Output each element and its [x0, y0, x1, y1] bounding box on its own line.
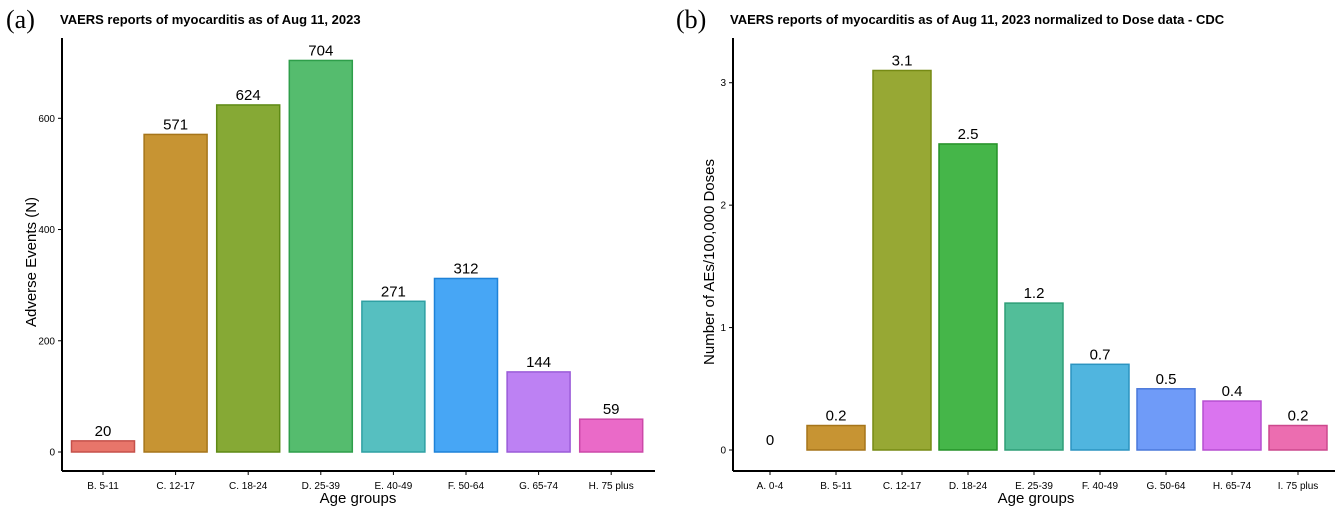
y-tick-label: 2 [720, 201, 726, 212]
chart-title-b: VAERS reports of myocarditis as of Aug 1… [730, 12, 1225, 27]
y-tick-label: 0 [49, 448, 55, 459]
y-axis-label-a: Adverse Events (N) [23, 197, 40, 327]
data-label: 624 [236, 87, 261, 104]
bar [215, 104, 281, 453]
x-axis-label-a: Age groups [320, 490, 397, 507]
bar-chart-b: (b) VAERS reports of myocarditis as of A… [676, 5, 1335, 507]
plot-area-a: 0 200 400 600 20 B. 5-11 571 C. 12-17 624 C. 18-2… [38, 42, 644, 492]
category-label: E. 25-39 [1015, 481, 1053, 492]
category-label: G. 65-74 [519, 481, 558, 492]
data-label: 704 [308, 42, 333, 59]
x-axis-label-b: Age groups [998, 490, 1075, 507]
y-tick-label: 1 [720, 323, 726, 334]
bar [1004, 302, 1064, 451]
category-label: H. 65-74 [1213, 481, 1252, 492]
category-label: C. 12-17 [883, 481, 922, 492]
data-label: 3.1 [892, 52, 913, 69]
panel-label-a: (a) [6, 5, 35, 34]
bar [578, 418, 644, 453]
chart-panel-a: (a) VAERS reports of myocarditis as of A… [0, 0, 668, 507]
category-label: A. 0-4 [757, 481, 784, 492]
category-label: F. 40-49 [1082, 481, 1119, 492]
data-label: 312 [453, 260, 478, 277]
category-label: C. 18-24 [229, 481, 268, 492]
data-label: 1.2 [1024, 285, 1045, 302]
bar [288, 59, 354, 453]
category-label: C. 12-17 [156, 481, 195, 492]
y-axis-label-b: Number of AEs/100,000 Doses [701, 159, 718, 365]
bar [1136, 388, 1196, 451]
bar [143, 133, 208, 453]
category-label: B. 5-11 [820, 481, 852, 492]
data-label: 0.2 [1288, 408, 1309, 425]
data-label: 2.5 [958, 126, 979, 143]
category-label: H. 75 plus [589, 481, 634, 492]
bar [361, 300, 426, 453]
bar [1268, 424, 1328, 451]
bar [1202, 400, 1262, 451]
bar [872, 69, 932, 451]
data-label: 271 [381, 283, 406, 300]
bar [506, 371, 571, 453]
y-tick-label: 600 [38, 114, 55, 125]
bar [1070, 363, 1130, 451]
data-label: 0.4 [1222, 383, 1243, 400]
bar [433, 277, 499, 453]
panel-label-b: (b) [676, 5, 706, 34]
data-label: 0.5 [1156, 371, 1177, 388]
data-label: 59 [603, 401, 620, 418]
category-label: I. 75 plus [1278, 481, 1319, 492]
data-label: 0 [766, 432, 774, 449]
chart-panel-b: (b) VAERS reports of myocarditis as of A… [670, 0, 1341, 507]
data-label: 571 [163, 116, 188, 133]
category-label: B. 5-11 [87, 481, 119, 492]
bar [938, 143, 998, 451]
bar [70, 440, 136, 453]
data-label: 144 [526, 354, 551, 371]
category-label: G. 50-64 [1147, 481, 1186, 492]
category-label: D. 25-39 [302, 481, 341, 492]
category-label: E. 40-49 [374, 481, 412, 492]
plot-area-b: 0 1 2 3 0 A. 0-4 0.2 B. 5-11 3.1 C. 12-17 2.5 D. 18… [720, 52, 1328, 492]
category-label: F. 50-64 [448, 481, 485, 492]
y-tick-label: 200 [38, 336, 55, 347]
category-label: D. 18-24 [949, 481, 988, 492]
data-label: 0.2 [826, 408, 847, 425]
bar [806, 424, 866, 451]
data-label: 0.7 [1090, 346, 1111, 363]
chart-title-a: VAERS reports of myocarditis as of Aug 1… [60, 12, 361, 27]
data-label: 20 [95, 423, 112, 440]
y-tick-label: 400 [38, 225, 55, 236]
y-tick-label: 0 [720, 446, 726, 457]
y-tick-label: 3 [720, 78, 726, 89]
bar-chart-a: (a) VAERS reports of myocarditis as of A… [6, 5, 655, 507]
